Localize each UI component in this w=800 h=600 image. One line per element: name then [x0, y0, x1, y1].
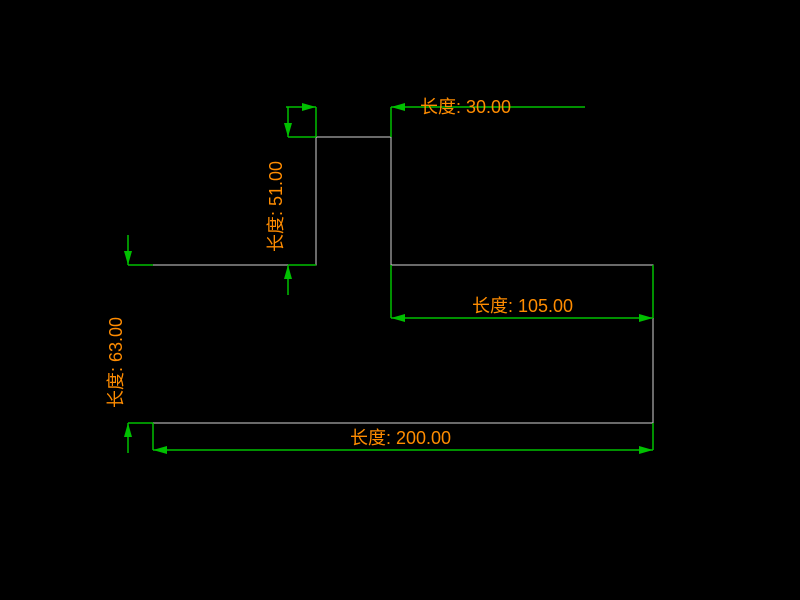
dimension-arrow [284, 265, 292, 279]
dimension-len63: 长度: 63.00 [106, 235, 153, 453]
dimension-len200: 长度: 200.00 [153, 423, 653, 450]
dimension-arrow [153, 446, 167, 454]
dimension-label: 长度: 51.00 [266, 161, 286, 252]
dimension-label: 长度: 200.00 [350, 428, 451, 448]
dimension-arrow [391, 103, 405, 111]
dimension-label: 长度: 30.00 [420, 97, 511, 117]
dimension-arrow [302, 103, 316, 111]
dimension-arrow [284, 123, 292, 137]
dimension-arrow [124, 251, 132, 265]
dimension-label: 长度: 105.00 [472, 296, 573, 316]
dimension-arrow [639, 446, 653, 454]
dimension-len51: 长度: 51.00 [266, 107, 316, 295]
dimension-arrow [124, 423, 132, 437]
dimension-label: 长度: 63.00 [106, 317, 126, 408]
dimension-len105: 长度: 105.00 [391, 265, 653, 318]
dimension-arrow [391, 314, 405, 322]
dimension-len30: 长度: 30.00 [286, 97, 585, 137]
part-outline [153, 137, 653, 423]
cad-drawing: 长度: 30.00 长度: 51.00 长度: 63.00 长度: 105.00 长度:… [0, 0, 800, 600]
dimension-arrow [639, 314, 653, 322]
